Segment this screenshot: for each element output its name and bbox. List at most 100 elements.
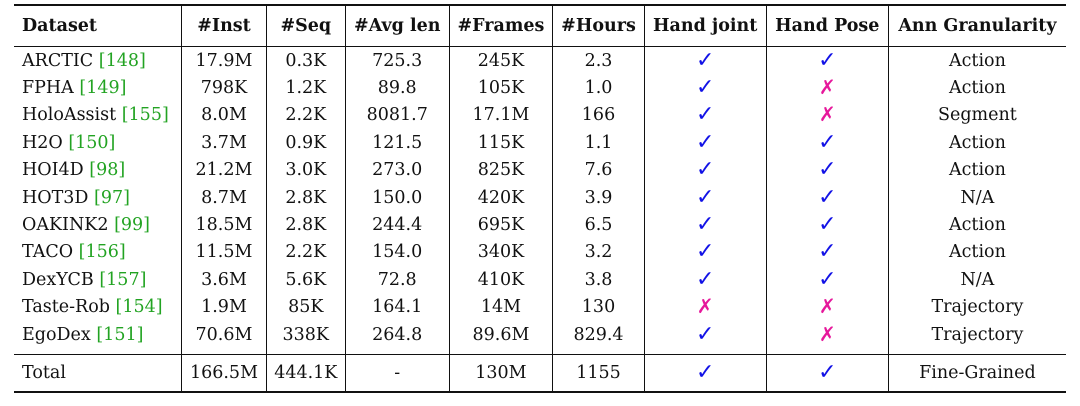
dataset-name: TACO — [22, 242, 74, 263]
avg-len-cell: 164.1 — [344, 293, 449, 321]
frames-cell: 825K — [448, 156, 553, 184]
check-mark-icon: ✓ — [695, 360, 715, 386]
table-row: HOI4D [98] 21.2M 3.0K 273.0 825K 7.6 ✓ ✓ Action — [14, 156, 1066, 184]
check-mark-icon: ✓ — [695, 212, 715, 238]
frames-cell: 410K — [448, 266, 553, 294]
seq-cell: 1.2K — [265, 74, 346, 102]
table-row: EgoDex [151] 70.6M 338K 264.8 89.6M 829.4 ✓ ✗ Tr… — [14, 320, 1066, 349]
citation-link[interactable]: [148] — [98, 50, 146, 71]
seq-cell: 444.1K — [265, 354, 346, 394]
frames-cell: 420K — [448, 183, 553, 212]
table-row: H2O [150] 3.7M 0.9K 121.5 115K 1.1 ✓ ✓ Action — [14, 129, 1066, 157]
cross-mark-icon: ✗ — [818, 75, 836, 100]
hand-pose-cell: ✗ — [765, 293, 889, 321]
check-mark-icon: ✓ — [818, 266, 837, 292]
hand-pose-cell: ✓ — [765, 183, 889, 212]
citation-link[interactable]: [97] — [94, 187, 130, 208]
hand-joint-cell: ✗ — [643, 293, 767, 321]
spacer-cell — [448, 348, 553, 355]
cross-mark-icon: ✗ — [818, 321, 836, 346]
inst-cell: 70.6M — [181, 320, 267, 349]
hours-cell: 3.9 — [552, 183, 645, 212]
header-row: Dataset #Inst #Seq #Avg len #Frames #Hou… — [14, 4, 1066, 47]
table-body: ARCTIC [148] 17.9M 0.3K 725.3 245K 2.3 ✓ ✓ Actio… — [14, 46, 1066, 394]
spacer-cell — [643, 348, 767, 355]
dataset-comparison-table: Dataset #Inst #Seq #Avg len #Frames #Hou… — [14, 4, 1066, 394]
cross-mark-icon: ✗ — [696, 294, 714, 319]
check-mark-icon: ✓ — [695, 157, 715, 183]
dataset-name-cell: DexYCB [157] — [14, 266, 182, 293]
hand-pose-cell: ✓ — [765, 46, 889, 75]
table-row: HOT3D [97] 8.7M 2.8K 150.0 420K 3.9 ✓ ✓ N/A — [14, 183, 1066, 212]
frames-cell: 695K — [448, 211, 553, 239]
table-row: FPHA [149] 798K 1.2K 89.8 105K 1.0 ✓ ✗ Action — [14, 74, 1066, 102]
citation-link[interactable]: [151] — [96, 324, 144, 345]
hours-cell: 7.6 — [552, 156, 645, 184]
check-mark-icon: ✓ — [818, 47, 837, 73]
hand-joint-cell: ✓ — [643, 320, 767, 349]
granularity-cell: Fine-Grained — [887, 354, 1066, 394]
hours-cell: 6.5 — [552, 211, 645, 239]
seq-cell: 2.2K — [265, 101, 346, 130]
citation-link[interactable]: [99] — [114, 215, 151, 236]
dataset-name-cell: ARCTIC [148] — [14, 47, 182, 75]
dataset-name-cell: HoloAssist [155] — [14, 102, 182, 129]
seq-cell: 2.8K — [265, 211, 346, 239]
table-row: TACO [156] 11.5M 2.2K 154.0 340K 3.2 ✓ ✓ Action — [14, 238, 1066, 267]
citation-link[interactable]: [155] — [121, 105, 169, 126]
cross-mark-icon: ✗ — [818, 294, 836, 319]
frames-cell: 105K — [448, 74, 553, 102]
inst-cell: 8.7M — [181, 183, 267, 212]
frames-cell: 340K — [448, 238, 553, 267]
seq-cell: 85K — [265, 293, 346, 321]
hand-joint-cell: ✓ — [643, 211, 767, 239]
cross-mark-icon: ✗ — [818, 102, 836, 127]
granularity-cell: Trajectory — [887, 320, 1066, 349]
avg-len-cell: 244.4 — [344, 211, 449, 239]
avg-len-cell: 8081.7 — [344, 101, 449, 130]
granularity-cell: Action — [887, 46, 1066, 75]
frames-cell: 115K — [448, 129, 553, 157]
inst-cell: 3.6M — [181, 266, 267, 294]
check-mark-icon: ✓ — [695, 129, 715, 155]
hand-pose-cell: ✓ — [765, 156, 889, 184]
dataset-name: FPHA — [22, 78, 74, 99]
hours-cell: 3.8 — [552, 266, 645, 294]
avg-len-cell: 89.8 — [344, 74, 449, 102]
frames-cell: 89.6M — [448, 320, 553, 349]
header-avg-len: #Avg len — [344, 4, 449, 47]
dataset-name: ARCTIC — [22, 50, 94, 71]
hours-cell: 130 — [552, 293, 645, 321]
check-mark-icon: ✓ — [818, 212, 837, 238]
hand-joint-cell: ✓ — [643, 129, 767, 157]
table-row: ARCTIC [148] 17.9M 0.3K 725.3 245K 2.3 ✓ ✓ Actio… — [14, 46, 1066, 75]
seq-cell: 5.6K — [265, 266, 346, 294]
avg-len-cell: - — [344, 354, 449, 394]
citation-link[interactable]: [98] — [89, 160, 126, 181]
header-seq: #Seq — [265, 4, 346, 47]
header-ann-granularity: Ann Granularity — [887, 4, 1066, 47]
check-mark-icon: ✓ — [818, 157, 837, 183]
citation-link[interactable]: [150] — [68, 132, 116, 153]
avg-len-cell: 264.8 — [344, 320, 449, 349]
hand-joint-cell: ✓ — [643, 183, 767, 212]
granularity-cell: N/A — [887, 183, 1066, 212]
header-inst: #Inst — [181, 4, 267, 47]
inst-cell: 17.9M — [181, 46, 267, 75]
citation-link[interactable]: [157] — [99, 269, 147, 290]
citation-link[interactable]: [154] — [115, 297, 163, 318]
check-mark-icon: ✓ — [695, 102, 715, 128]
hand-pose-cell: ✗ — [765, 320, 889, 349]
dataset-name-cell: Total — [14, 354, 182, 394]
inst-cell: 798K — [181, 74, 267, 102]
hours-cell: 1155 — [552, 354, 645, 394]
dataset-name-cell: HOT3D [97] — [14, 184, 182, 211]
seq-cell: 2.2K — [265, 238, 346, 267]
citation-link[interactable]: [156] — [78, 242, 126, 263]
dataset-name: Total — [22, 363, 66, 384]
inst-cell: 1.9M — [181, 293, 267, 321]
citation-link[interactable]: [149] — [79, 78, 127, 99]
spacer-cell — [887, 348, 1066, 355]
check-mark-icon: ✓ — [695, 184, 715, 210]
check-mark-icon: ✓ — [695, 47, 715, 73]
